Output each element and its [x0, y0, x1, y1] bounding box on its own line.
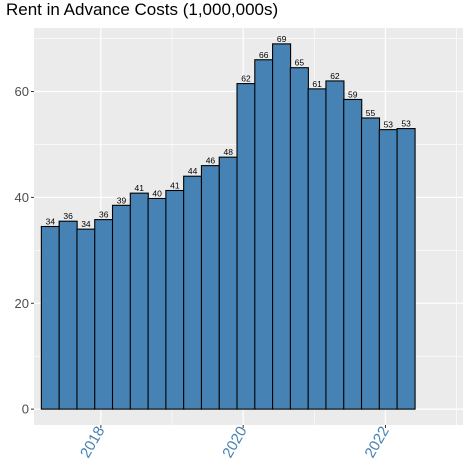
y-tick-label: 0: [22, 402, 29, 417]
bar: [200, 165, 220, 410]
bar-value-label: 62: [330, 71, 340, 81]
chart-title: Rent in Advance Costs (1,000,000s): [6, 0, 279, 19]
bar-labels: 34 36 34 36 39 41 40 41 44 46 48 62 66 69 65 61 62 59 55 53…: [46, 34, 411, 229]
bar-value-label: 34: [81, 219, 91, 229]
bar: [325, 80, 345, 410]
bar-value-label: 39: [117, 195, 127, 205]
y-tick-label: 20: [15, 296, 29, 311]
bar-value-label: 69: [277, 34, 287, 44]
bar-value-label: 61: [312, 79, 322, 89]
bar: [307, 88, 327, 410]
bar: [129, 192, 149, 410]
bar: [76, 228, 96, 410]
y-tick-label: 40: [15, 190, 29, 205]
bar: [378, 129, 398, 410]
bar-value-label: 34: [46, 217, 56, 227]
bar-value-label: 66: [259, 50, 269, 60]
bar-value-label: 65: [295, 58, 305, 68]
bar: [40, 225, 60, 410]
bar-value-label: 46: [206, 156, 216, 166]
bar-value-label: 41: [135, 183, 145, 193]
x-axis: 2018 2020 2022: [77, 424, 393, 461]
bars: [40, 43, 416, 410]
bar-value-label: 62: [241, 74, 251, 84]
x-tick-label: 2022: [362, 424, 393, 461]
bar: [236, 83, 256, 410]
bar: [58, 220, 78, 410]
bar-value-label: 41: [170, 181, 180, 191]
bar: [94, 219, 114, 410]
bar: [360, 117, 381, 410]
bar-value-label: 36: [63, 211, 73, 221]
bar-value-label: 59: [348, 89, 358, 99]
bar: [218, 156, 238, 410]
y-axis: 0 20 40 60: [15, 84, 34, 417]
bar-value-label: 55: [366, 108, 376, 118]
bar: [289, 67, 309, 410]
bar: [343, 98, 363, 410]
bar: [147, 197, 167, 410]
bar-value-label: 53: [401, 119, 411, 129]
x-tick-label: 2018: [77, 424, 108, 461]
bar-value-label: 40: [152, 188, 162, 198]
x-tick-label: 2020: [219, 424, 250, 461]
bar: [396, 128, 416, 410]
bar-value-label: 36: [99, 210, 109, 220]
bar: [165, 189, 185, 410]
bar-value-label: 48: [223, 147, 233, 157]
y-tick-label: 60: [15, 84, 29, 99]
bar-value-label: 53: [384, 120, 394, 130]
bar: [183, 175, 203, 410]
bar: [111, 204, 132, 410]
bar: [272, 43, 292, 410]
bar: [254, 59, 274, 410]
bar-value-label: 44: [188, 166, 198, 176]
